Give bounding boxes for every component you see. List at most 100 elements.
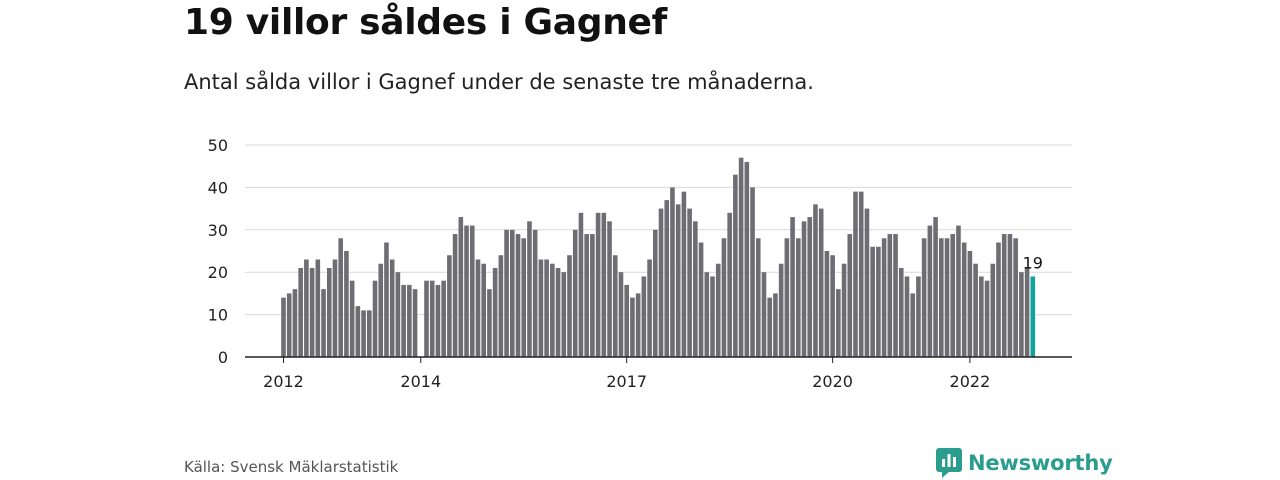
bar (361, 310, 366, 357)
bar (515, 234, 521, 357)
bar (939, 238, 944, 357)
bar (286, 293, 292, 357)
x-tick-label: 2022 (950, 372, 991, 391)
bar (424, 280, 429, 357)
bar (635, 293, 641, 357)
data-label-latest: 19 (1023, 253, 1043, 272)
bar (469, 225, 475, 357)
bar (967, 251, 973, 357)
bar (367, 310, 372, 357)
bar (910, 293, 915, 357)
bar (836, 289, 841, 357)
bar (710, 276, 715, 357)
bar-chart: 0 10 20 30 40 50 2012 2014 2017 2020 2022 19 (208, 136, 1072, 391)
bar (1007, 234, 1013, 357)
bar (355, 306, 361, 357)
bar (801, 221, 807, 357)
bar (561, 272, 567, 357)
newsworthy-logo-icon (936, 448, 962, 478)
bar (658, 208, 664, 357)
chart-title: 19 villor såldes i Gagnef (184, 2, 668, 43)
bar (481, 263, 486, 357)
bar (590, 234, 595, 357)
bar (956, 225, 961, 357)
bar (321, 289, 326, 357)
bar (973, 263, 978, 357)
bar (670, 187, 675, 357)
bar (853, 191, 858, 357)
bar (813, 204, 818, 357)
source-note: Källa: Svensk Mäklarstatistik (184, 458, 399, 476)
bar (624, 284, 629, 357)
brand-logo[interactable]: Newsworthy (936, 448, 1113, 478)
bar (281, 297, 286, 357)
y-tick-label: 20 (208, 263, 228, 282)
bar (864, 208, 870, 357)
bar (664, 200, 670, 357)
bar (996, 242, 1001, 357)
bar (681, 191, 687, 357)
bar-latest (1030, 276, 1036, 357)
bar (521, 238, 527, 357)
bar (572, 229, 578, 357)
bar (704, 272, 710, 357)
bar (721, 238, 727, 357)
bar (618, 272, 624, 357)
bar (395, 272, 401, 357)
x-tick-label: 2014 (400, 372, 441, 391)
bar (904, 276, 910, 357)
y-tick-label: 40 (208, 178, 228, 197)
bar (298, 267, 303, 357)
bar (750, 187, 755, 357)
bar (778, 263, 784, 357)
bar (807, 217, 813, 357)
bar (567, 255, 572, 357)
bar (578, 212, 584, 357)
bar (693, 221, 698, 357)
bar (378, 263, 384, 357)
bar (1024, 267, 1030, 357)
bar (687, 208, 692, 357)
bar (464, 225, 469, 357)
bar (675, 204, 681, 357)
y-tick-label: 30 (208, 221, 228, 240)
bar (744, 161, 750, 357)
bar (727, 212, 732, 357)
bar (344, 251, 349, 357)
bar (389, 259, 395, 357)
bar (498, 255, 504, 357)
bar (532, 229, 538, 357)
bar (790, 217, 795, 357)
bar (927, 225, 933, 357)
bar (950, 234, 956, 357)
bar (504, 229, 509, 357)
bar (698, 242, 704, 357)
bar (384, 242, 389, 357)
bar (475, 259, 481, 357)
bar (601, 212, 607, 357)
bar (612, 255, 618, 357)
bar (487, 289, 492, 357)
bar (933, 217, 938, 357)
bar (412, 289, 418, 357)
bar (1001, 234, 1007, 357)
y-tick-label: 0 (218, 348, 228, 367)
bar (870, 246, 875, 357)
bar (304, 259, 309, 357)
bar (492, 267, 498, 357)
bar (452, 234, 458, 357)
bar (292, 289, 298, 357)
bar (733, 174, 738, 357)
bar (715, 263, 721, 357)
bar (738, 157, 744, 357)
chart-subtitle: Antal sålda villor i Gagnef under de sen… (184, 70, 814, 94)
bar (796, 238, 801, 357)
bar (407, 284, 412, 357)
bar (584, 234, 589, 357)
bar (429, 280, 435, 357)
x-tick-label: 2017 (606, 372, 647, 391)
bar (647, 259, 652, 357)
bar (527, 221, 532, 357)
bar (898, 267, 904, 357)
bar (595, 212, 601, 357)
